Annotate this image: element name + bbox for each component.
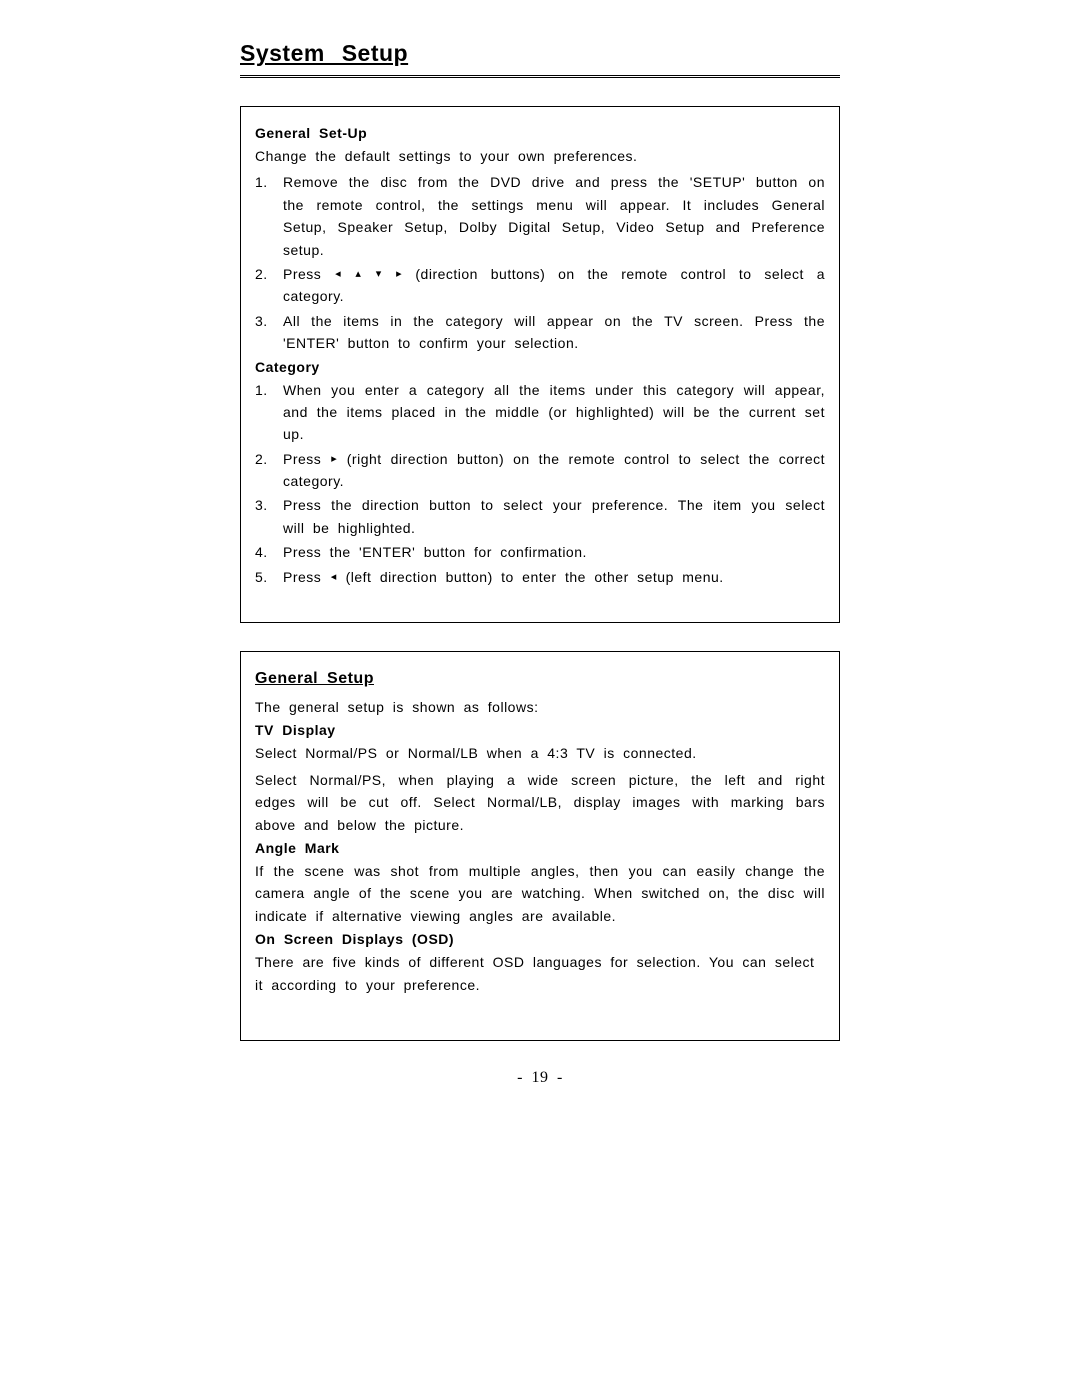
list-number: 4. <box>255 541 283 563</box>
list-item: 3. All the items in the category will ap… <box>255 310 825 355</box>
list-number: 2. <box>255 263 283 308</box>
page-number: - 19 - <box>240 1069 840 1087</box>
heading-general-setup: General Set-Up <box>255 125 825 141</box>
manual-page: System Setup General Set-Up Change the d… <box>0 0 1080 1087</box>
text-fragment: (right direction button) on the remote c… <box>283 451 825 489</box>
text-fragment: (direction buttons) on the remote contro… <box>283 266 825 304</box>
list-item: 2. Press ◂ ▴ ▾ ▸ (direction buttons) on … <box>255 263 825 308</box>
intro-paragraph: The general setup is shown as follows: <box>255 696 825 718</box>
list-item: 3. Press the direction button to select … <box>255 494 825 539</box>
arrow-left-icon: ◂ <box>335 266 341 284</box>
list-text: Press the direction button to select you… <box>283 494 825 539</box>
arrow-down-icon: ▾ <box>376 266 382 284</box>
sub-heading-osd: On Screen Displays (OSD) <box>255 931 825 947</box>
paragraph: Select Normal/PS or Normal/LB when a 4:3… <box>255 742 825 764</box>
page-title: System Setup <box>240 40 840 78</box>
list-text: Remove the disc from the DVD drive and p… <box>283 171 825 261</box>
text-fragment: Press <box>283 569 330 585</box>
list-number: 5. <box>255 566 283 588</box>
text-fragment: Press <box>283 451 330 467</box>
text-fragment: (left direction button) to enter the oth… <box>337 569 723 585</box>
list-item: 4. Press the 'ENTER' button for confirma… <box>255 541 825 563</box>
box-general-setup-detail: General Setup The general setup is shown… <box>240 651 840 1041</box>
paragraph: There are five kinds of different OSD la… <box>255 951 825 996</box>
list-text: Press ◂ (left direction button) to enter… <box>283 566 825 588</box>
intro-paragraph: Change the default settings to your own … <box>255 145 825 167</box>
sub-heading-tv-display: TV Display <box>255 722 825 738</box>
heading-general-setup-detail: General Setup <box>255 670 825 688</box>
box-general-setup: General Set-Up Change the default settin… <box>240 106 840 623</box>
sub-heading-angle-mark: Angle Mark <box>255 840 825 856</box>
text-fragment: Press <box>283 266 334 282</box>
paragraph: Select Normal/PS, when playing a wide sc… <box>255 769 825 836</box>
list-item: 2. Press ▸ (right direction button) on t… <box>255 448 825 493</box>
list-number: 3. <box>255 494 283 539</box>
list-text: Press ▸ (right direction button) on the … <box>283 448 825 493</box>
arrow-right-icon: ▸ <box>331 451 337 469</box>
list-general-setup: 1. Remove the disc from the DVD drive an… <box>255 171 825 354</box>
list-item: 5. Press ◂ (left direction button) to en… <box>255 566 825 588</box>
arrow-right-icon: ▸ <box>396 266 402 284</box>
list-item: 1. Remove the disc from the DVD drive an… <box>255 171 825 261</box>
paragraph: If the scene was shot from multiple angl… <box>255 860 825 927</box>
list-number: 3. <box>255 310 283 355</box>
list-category: 1. When you enter a category all the ite… <box>255 379 825 589</box>
arrow-up-icon: ▴ <box>355 266 361 284</box>
list-text: All the items in the category will appea… <box>283 310 825 355</box>
list-number: 1. <box>255 171 283 261</box>
arrow-left-icon: ◂ <box>331 569 337 587</box>
list-text: Press the 'ENTER' button for confirmatio… <box>283 541 825 563</box>
list-number: 1. <box>255 379 283 446</box>
list-item: 1. When you enter a category all the ite… <box>255 379 825 446</box>
list-number: 2. <box>255 448 283 493</box>
list-text: Press ◂ ▴ ▾ ▸ (direction buttons) on the… <box>283 263 825 308</box>
heading-category: Category <box>255 359 825 375</box>
list-text: When you enter a category all the items … <box>283 379 825 446</box>
